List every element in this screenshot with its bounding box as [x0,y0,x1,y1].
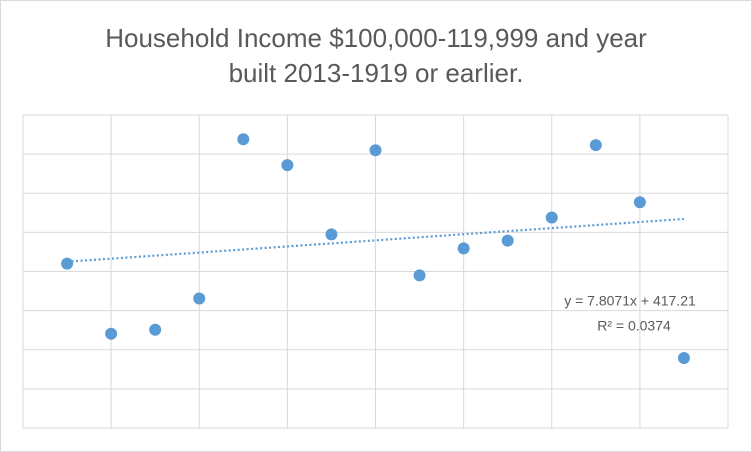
data-point [193,292,206,305]
data-point [61,257,74,270]
data-point [149,323,162,336]
chart-title: built 2013-1919 or earlier. [229,58,524,88]
data-point [281,159,294,172]
data-point [501,234,514,247]
data-point [677,351,690,364]
data-point [633,196,646,209]
data-point [589,139,602,152]
data-point [105,327,118,340]
trendline-r-squared: R² = 0.0374 [597,318,671,334]
data-point [369,144,382,157]
data-point [545,211,558,224]
data-point [325,228,338,241]
data-point [237,133,250,146]
data-point [457,242,470,255]
chart-title: Household Income $100,000-119,999 and ye… [105,23,647,53]
data-point [413,269,426,282]
trendline-equation: y = 7.8071x + 417.21 [564,293,696,309]
